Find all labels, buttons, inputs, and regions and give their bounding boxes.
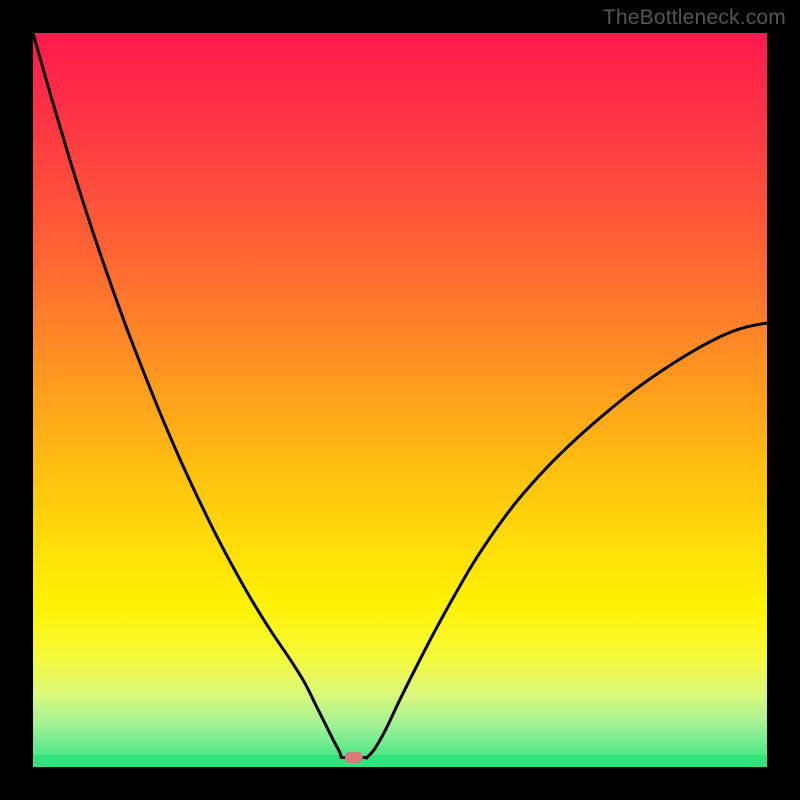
- plot-gradient-background: [33, 33, 767, 767]
- optimal-point-marker: [345, 752, 363, 763]
- plot-bottom-band: [33, 755, 767, 767]
- chart-stage: TheBottleneck.com: [0, 0, 800, 800]
- bottleneck-chart: [0, 0, 800, 800]
- watermark-text: TheBottleneck.com: [603, 6, 786, 30]
